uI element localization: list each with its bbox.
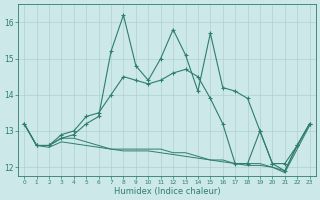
X-axis label: Humidex (Indice chaleur): Humidex (Indice chaleur)	[114, 187, 220, 196]
